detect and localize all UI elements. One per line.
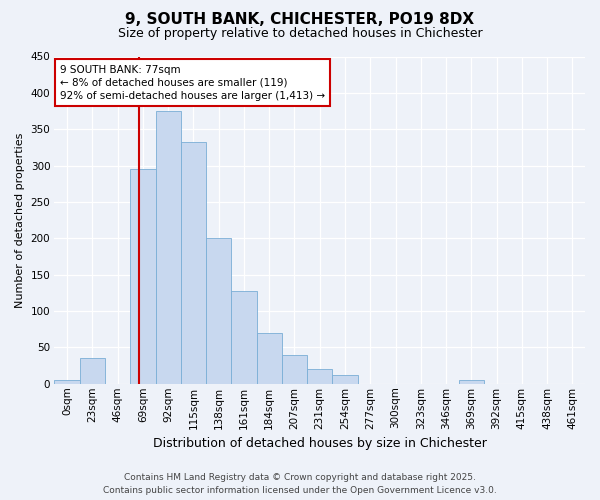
Bar	[130, 169, 155, 384]
Text: Size of property relative to detached houses in Chichester: Size of property relative to detached ho…	[118, 28, 482, 40]
Bar	[80, 358, 105, 384]
Y-axis label: Number of detached properties: Number of detached properties	[15, 132, 25, 308]
X-axis label: Distribution of detached houses by size in Chichester: Distribution of detached houses by size …	[153, 437, 487, 450]
Bar	[232, 292, 257, 384]
Bar	[307, 369, 332, 384]
Text: 9 SOUTH BANK: 77sqm
← 8% of detached houses are smaller (119)
92% of semi-detach: 9 SOUTH BANK: 77sqm ← 8% of detached hou…	[60, 64, 325, 101]
Text: Contains HM Land Registry data © Crown copyright and database right 2025.
Contai: Contains HM Land Registry data © Crown c…	[103, 474, 497, 495]
Bar	[332, 375, 358, 384]
Bar	[155, 111, 181, 384]
Bar	[55, 380, 80, 384]
Bar	[458, 380, 484, 384]
Bar	[206, 238, 232, 384]
Bar	[181, 142, 206, 384]
Text: 9, SOUTH BANK, CHICHESTER, PO19 8DX: 9, SOUTH BANK, CHICHESTER, PO19 8DX	[125, 12, 475, 28]
Bar	[282, 354, 307, 384]
Bar	[257, 333, 282, 384]
